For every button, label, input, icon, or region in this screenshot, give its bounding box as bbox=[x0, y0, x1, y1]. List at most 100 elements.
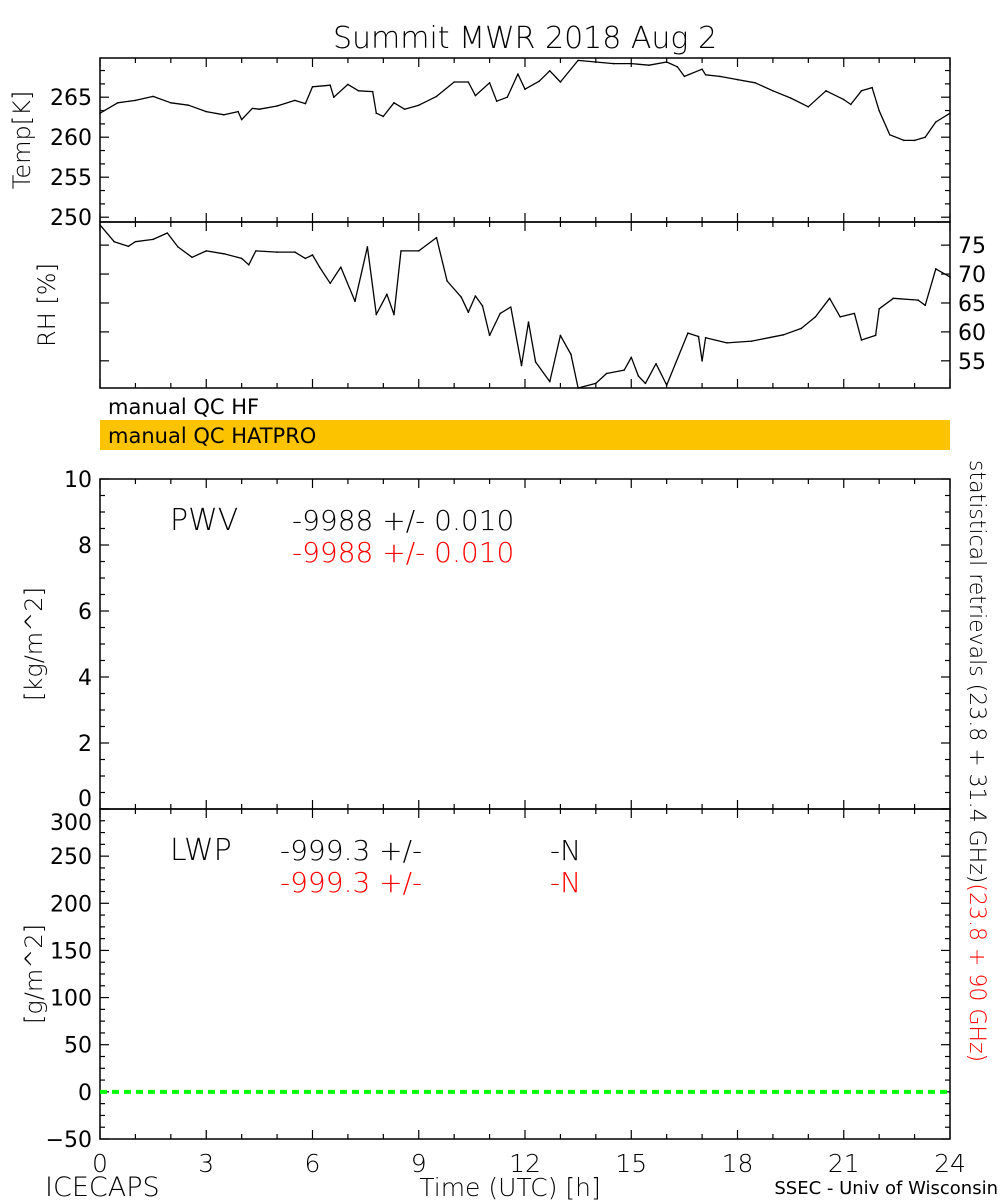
temp-data-point bbox=[453, 81, 455, 83]
rh-data-point bbox=[637, 375, 640, 377]
rh-data-point bbox=[329, 282, 332, 285]
rh-data-point bbox=[191, 256, 193, 259]
x-tick-label: 15 bbox=[615, 1149, 647, 1178]
temp-data-point bbox=[718, 75, 721, 78]
rh-data-point bbox=[917, 299, 919, 301]
temp-data-point bbox=[538, 80, 540, 82]
temp-data-point bbox=[630, 62, 633, 65]
temp-data-point bbox=[495, 100, 498, 102]
rh-data-point bbox=[240, 257, 243, 260]
rh-data-point bbox=[152, 238, 154, 241]
temp-data-point bbox=[403, 108, 406, 110]
lwp-value-black: -999.3 +/- bbox=[280, 834, 422, 867]
pwv-y-tick-label: 8 bbox=[78, 534, 92, 559]
rh-data-point bbox=[687, 332, 689, 334]
rh-data-point bbox=[113, 240, 115, 243]
temp-data-point bbox=[842, 98, 845, 101]
rh-data-point bbox=[570, 353, 572, 356]
temp-data-point bbox=[332, 96, 335, 98]
rh-series-line bbox=[99, 224, 951, 389]
temp-data-point bbox=[311, 86, 314, 88]
rh-y-tick-label: 65 bbox=[958, 292, 986, 317]
rh-data-point bbox=[644, 382, 647, 385]
rh-data-point bbox=[318, 266, 321, 268]
rh-data-point bbox=[527, 321, 530, 323]
qc-hf-label: manual QC HF bbox=[108, 395, 259, 419]
temp-data-point bbox=[506, 96, 509, 98]
rh-data-point bbox=[630, 356, 633, 359]
temp-data-point bbox=[888, 134, 891, 136]
temp-data-point bbox=[170, 102, 172, 104]
pwv-value-black: -9988 +/- 0.010 bbox=[292, 504, 514, 537]
temp-data-point bbox=[357, 90, 360, 92]
rh-data-point bbox=[247, 264, 250, 266]
temp-data-point bbox=[871, 86, 873, 89]
temp-data-point bbox=[435, 95, 438, 98]
temp-data-point bbox=[577, 59, 579, 62]
temp-data-point bbox=[665, 61, 668, 63]
lwp-y-tick-label: 50 bbox=[64, 1034, 92, 1059]
temp-data-point bbox=[524, 88, 526, 90]
temp-data-point bbox=[329, 84, 332, 86]
rh-data-point bbox=[311, 254, 314, 256]
lwp-y-tick-label: 300 bbox=[50, 811, 92, 836]
temp-data-point bbox=[860, 90, 863, 92]
pwv-y-tick-label: 10 bbox=[64, 468, 92, 493]
rh-data-point bbox=[605, 372, 608, 375]
rh-data-point bbox=[860, 339, 863, 341]
rh-data-point bbox=[127, 245, 130, 248]
footer-left: ICECAPS bbox=[45, 1172, 160, 1200]
pwv-panel: 0 2 4 6 8 10 [kg/m^2] bbox=[20, 468, 951, 812]
qc-hatpro-label: manual QC HATPRO bbox=[108, 424, 316, 448]
temp-data-point bbox=[559, 81, 562, 83]
temp-data-point bbox=[347, 83, 349, 86]
x-tick-label: 6 bbox=[305, 1149, 321, 1178]
x-tick-label: 9 bbox=[411, 1149, 427, 1178]
rh-data-point bbox=[665, 384, 668, 386]
temp-data-point bbox=[417, 104, 420, 106]
temp-data-point bbox=[850, 103, 852, 106]
temp-data-point bbox=[467, 81, 470, 83]
pwv-y-axis-label: [kg/m^2] bbox=[20, 587, 48, 701]
temp-data-point bbox=[371, 90, 374, 93]
temp-data-point bbox=[205, 110, 208, 113]
rh-data-point bbox=[304, 257, 307, 260]
rh-data-point bbox=[276, 251, 278, 253]
rh-data-point bbox=[134, 240, 137, 243]
rh-y-tick-label: 70 bbox=[958, 263, 986, 288]
temp-data-point bbox=[612, 62, 615, 65]
rh-y-tick-label: 60 bbox=[958, 321, 986, 346]
rh-data-point bbox=[205, 250, 208, 252]
temp-data-point bbox=[924, 136, 927, 138]
temp-data-point bbox=[648, 64, 650, 66]
temp-data-point bbox=[754, 82, 757, 84]
rh-data-point bbox=[853, 312, 856, 315]
rh-data-point bbox=[548, 380, 551, 383]
rh-data-point bbox=[701, 360, 703, 362]
x-tick-label: 12 bbox=[509, 1149, 541, 1178]
temp-data-point bbox=[293, 99, 296, 102]
x-tick-label: 18 bbox=[722, 1149, 754, 1178]
rh-data-point bbox=[293, 251, 296, 253]
rh-data-point bbox=[704, 336, 707, 339]
temp-data-point bbox=[548, 70, 551, 72]
temp-data-point bbox=[736, 78, 739, 81]
lwp-y-tick-label: 150 bbox=[50, 939, 92, 964]
x-tick-label: 3 bbox=[198, 1149, 214, 1178]
rh-data-point bbox=[393, 313, 395, 316]
lwp-y-tick-label: 200 bbox=[50, 892, 92, 917]
rh-data-point bbox=[559, 334, 562, 337]
lwp-y-axis-label: [g/m^2] bbox=[20, 924, 48, 1024]
rh-data-point bbox=[949, 276, 951, 278]
x-tick-label: 21 bbox=[828, 1149, 860, 1178]
rh-data-point bbox=[467, 311, 470, 314]
x-axis-label: Time (UTC) [h] bbox=[419, 1173, 601, 1200]
rh-data-point bbox=[366, 246, 369, 248]
temp-data-point bbox=[683, 75, 686, 78]
footer-right: SSEC - Univ of Wisconsin bbox=[774, 1178, 998, 1199]
lwp-err-red: -N bbox=[550, 866, 581, 899]
rh-data-point bbox=[878, 307, 880, 310]
lwp-value-red: -999.3 +/- bbox=[280, 866, 422, 899]
temp-data-point bbox=[704, 74, 707, 76]
